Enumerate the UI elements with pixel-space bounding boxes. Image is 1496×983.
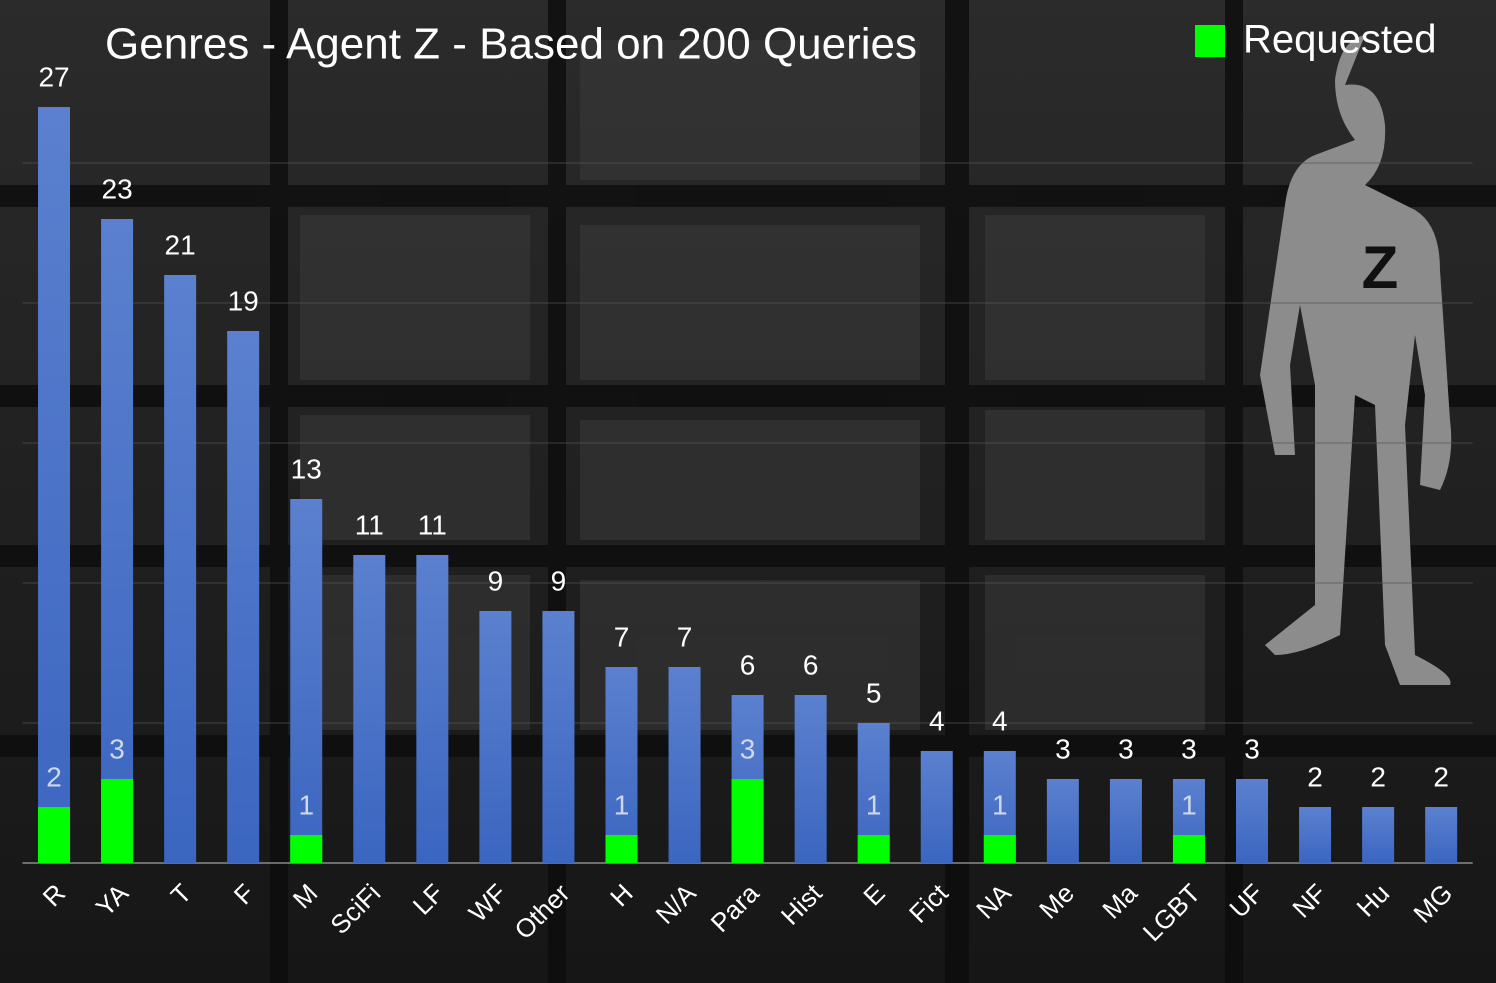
bar bbox=[1362, 807, 1395, 863]
value-label: 11 bbox=[418, 509, 447, 540]
bar bbox=[731, 779, 764, 863]
legend-label: Requested bbox=[1243, 18, 1436, 62]
value-label: 7 bbox=[677, 621, 693, 652]
value-label: 3 bbox=[1055, 733, 1071, 764]
bar bbox=[1172, 835, 1205, 863]
value-label: 21 bbox=[165, 229, 196, 260]
value-label: 5 bbox=[866, 677, 882, 708]
bar bbox=[605, 667, 638, 863]
bar bbox=[416, 555, 449, 863]
value-label: 3 bbox=[1118, 733, 1134, 764]
value-label: 2 bbox=[46, 761, 62, 792]
bar bbox=[983, 835, 1016, 863]
bar bbox=[290, 499, 323, 863]
bar bbox=[290, 835, 323, 863]
bar bbox=[38, 107, 71, 863]
value-label: 3 bbox=[109, 733, 125, 764]
bar bbox=[668, 667, 701, 863]
chart-title: Genres - Agent Z - Based on 200 Queries bbox=[105, 20, 917, 69]
bar bbox=[101, 779, 134, 863]
value-label: 3 bbox=[1244, 733, 1260, 764]
value-label: 23 bbox=[102, 173, 133, 204]
value-label: 6 bbox=[803, 649, 819, 680]
bar bbox=[227, 331, 260, 863]
bar bbox=[605, 835, 638, 863]
bar bbox=[920, 751, 953, 863]
value-label: 2 bbox=[1370, 761, 1386, 792]
bar bbox=[794, 695, 827, 863]
value-label: 11 bbox=[355, 509, 384, 540]
bar bbox=[353, 555, 386, 863]
value-label: 3 bbox=[740, 733, 756, 764]
books bbox=[300, 40, 1205, 730]
bar bbox=[1109, 779, 1142, 863]
value-label: 9 bbox=[488, 565, 504, 596]
value-label: 27 bbox=[38, 61, 69, 92]
bar bbox=[101, 219, 134, 863]
bar bbox=[542, 611, 575, 863]
value-label: 1 bbox=[1181, 789, 1197, 820]
value-label: 1 bbox=[298, 789, 314, 820]
bar bbox=[1236, 779, 1269, 863]
value-label: 1 bbox=[866, 789, 882, 820]
value-label: 2 bbox=[1433, 761, 1449, 792]
annotation: Z bbox=[1362, 234, 1399, 301]
bar bbox=[1425, 807, 1458, 863]
value-label: 19 bbox=[228, 285, 259, 316]
bar bbox=[857, 835, 890, 863]
value-label: 3 bbox=[1181, 733, 1197, 764]
bar bbox=[1299, 807, 1332, 863]
value-label: 7 bbox=[614, 621, 630, 652]
bar bbox=[38, 807, 71, 863]
value-label: 4 bbox=[992, 705, 1008, 736]
value-label: 1 bbox=[992, 789, 1008, 820]
value-label: 13 bbox=[291, 453, 322, 484]
silhouette: Z bbox=[1260, 35, 1452, 685]
value-label: 4 bbox=[929, 705, 945, 736]
value-label: 1 bbox=[614, 789, 630, 820]
bar bbox=[1046, 779, 1079, 863]
value-label: 9 bbox=[551, 565, 567, 596]
legend-swatch bbox=[1195, 25, 1225, 57]
value-label: 2 bbox=[1307, 761, 1323, 792]
value-label: 6 bbox=[740, 649, 756, 680]
bar bbox=[479, 611, 512, 863]
bar bbox=[164, 275, 197, 863]
